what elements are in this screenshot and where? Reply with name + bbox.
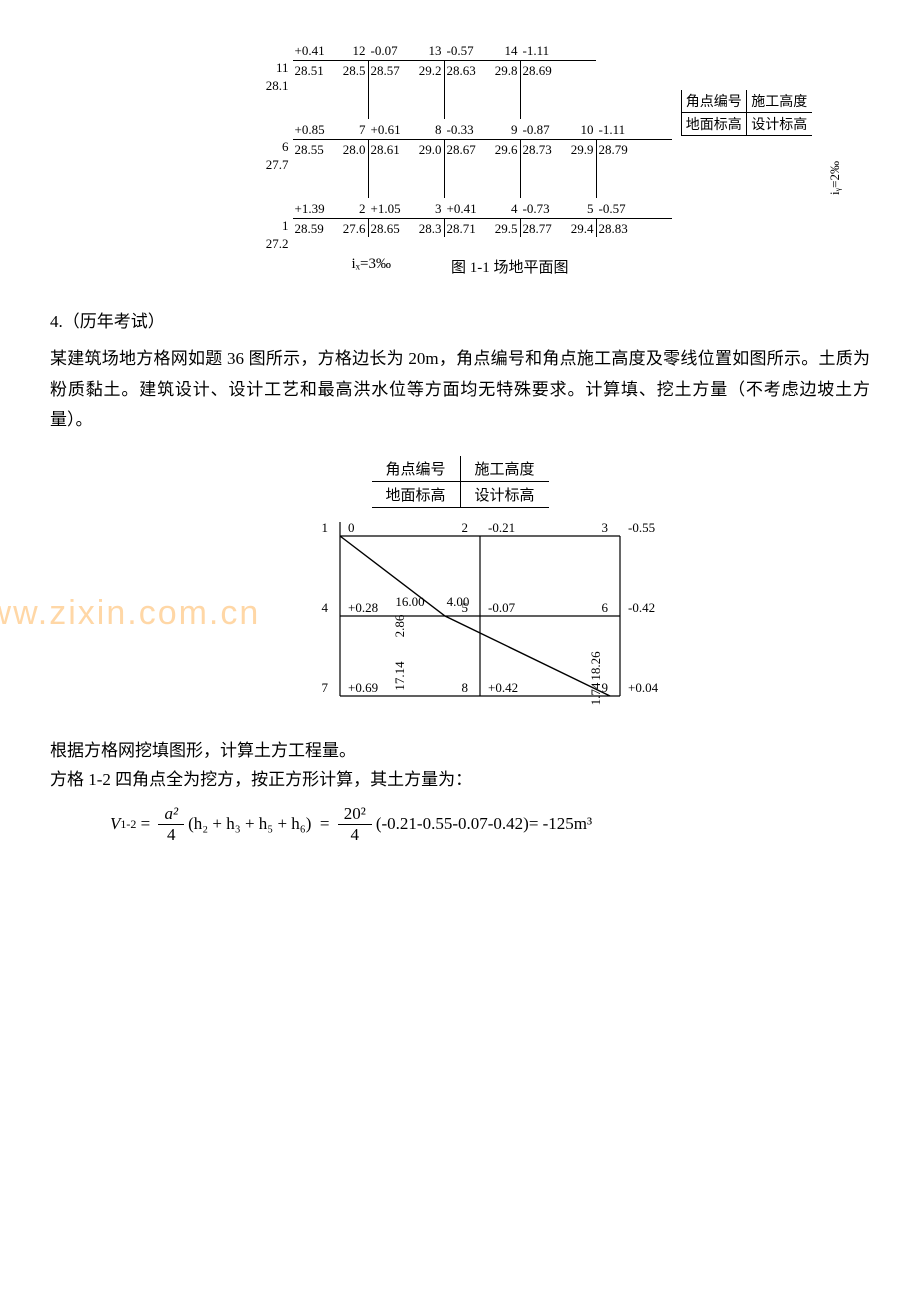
grid-cell: -0.73528.7729.4 (521, 218, 597, 237)
watermark: www.zixin.com.cn (0, 594, 260, 633)
svg-text:17.14: 17.14 (392, 661, 407, 691)
row-left-labels: 1128.1 (249, 60, 293, 119)
svg-text:+0.42: +0.42 (488, 680, 518, 695)
svg-text:-0.55: -0.55 (628, 520, 655, 535)
svg-text:6: 6 (602, 600, 609, 615)
svg-text:7: 7 (322, 680, 329, 695)
svg-text:4.00: 4.00 (447, 594, 470, 609)
side-legend: 角点编号 施工高度 地面标高 设计标高 (681, 90, 812, 136)
formula: V1-2 = a² 4 (h₂ + h₃ + h₅ + h₆) = 20² 4 … (110, 804, 870, 845)
row-left-labels: 627.7 (249, 139, 293, 198)
svg-text:8: 8 (462, 680, 469, 695)
grid-cell: -0.871028.7329.9 (521, 139, 597, 198)
legend-cell: 施工高度 (461, 456, 549, 481)
grid-cell: -0.571428.6329.8 (445, 60, 521, 119)
legend-cell: 角点编号 (372, 456, 461, 481)
center-legend: 角点编号 施工高度 地面标高 设计标高 (372, 456, 549, 508)
grid-cell: +1.05328.6528.3 (369, 218, 445, 237)
iy-label: iᵧ=2‰ (827, 161, 843, 195)
grid-cell: +0.41428.7129.5 (445, 218, 521, 237)
solution-line2: 方格 1-2 四角点全为挖方，按正方形计算，其土方量为： (50, 765, 870, 790)
svg-text:16.00: 16.00 (395, 594, 424, 609)
grid-cell: -1.1128.79 (597, 139, 672, 198)
legend-cell: 地面标高 (372, 482, 461, 507)
svg-text:+0.04: +0.04 (628, 680, 659, 695)
legend-cell: 角点编号 (682, 90, 748, 112)
grid-cell: +0.85728.5528.0 (293, 139, 369, 198)
row-left-labels: 127.2 (249, 218, 293, 252)
grid-table-fig1: 1128.1+0.411228.5128.5-0.071328.5729.2-0… (249, 60, 672, 277)
grid-cell: -0.33928.6729.6 (445, 139, 521, 198)
svg-text:2.86: 2.86 (392, 614, 407, 637)
svg-text:18.26: 18.26 (588, 651, 603, 681)
svg-text:4: 4 (322, 600, 329, 615)
question-title: 4.（历年考试） (50, 307, 870, 332)
solution-line1: 根据方格网挖填图形，计算土方工程量。 (50, 736, 870, 761)
grid-cell: +0.61828.6129.0 (369, 139, 445, 198)
svg-text:-0.42: -0.42 (628, 600, 655, 615)
svg-text:3: 3 (602, 520, 609, 535)
svg-text:0: 0 (348, 520, 355, 535)
svg-text:2: 2 (462, 520, 469, 535)
legend-cell: 设计标高 (461, 482, 549, 507)
svg-text:1.74: 1.74 (588, 682, 603, 705)
question-body: 某建筑场地方格网如题 36 图所示，方格边长为 20m，角点编号和角点施工高度及… (50, 344, 870, 436)
ix-label: iₓ=3‰ (352, 256, 391, 277)
svg-text:+0.69: +0.69 (348, 680, 378, 695)
svg-text:-0.21: -0.21 (488, 520, 515, 535)
grid-cell: +0.411228.5128.5 (293, 60, 369, 119)
figure-caption: 图 1-1 场地平面图 (451, 256, 569, 277)
grid-cell: -1.1128.69 (521, 60, 596, 119)
svg-text:1: 1 (322, 520, 329, 535)
svg-text:-0.07: -0.07 (488, 600, 516, 615)
grid-diagram-2: 102-0.213-0.554+0.285-0.076-0.427+0.698+… (240, 516, 680, 716)
legend-cell: 设计标高 (747, 113, 812, 135)
legend-cell: 地面标高 (682, 113, 748, 135)
grid-cell: -0.071328.5729.2 (369, 60, 445, 119)
grid-cell: +1.39228.5927.6 (293, 218, 369, 237)
grid-cell: -0.5728.83 (597, 218, 672, 237)
svg-text:+0.28: +0.28 (348, 600, 378, 615)
legend-cell: 施工高度 (747, 90, 812, 112)
